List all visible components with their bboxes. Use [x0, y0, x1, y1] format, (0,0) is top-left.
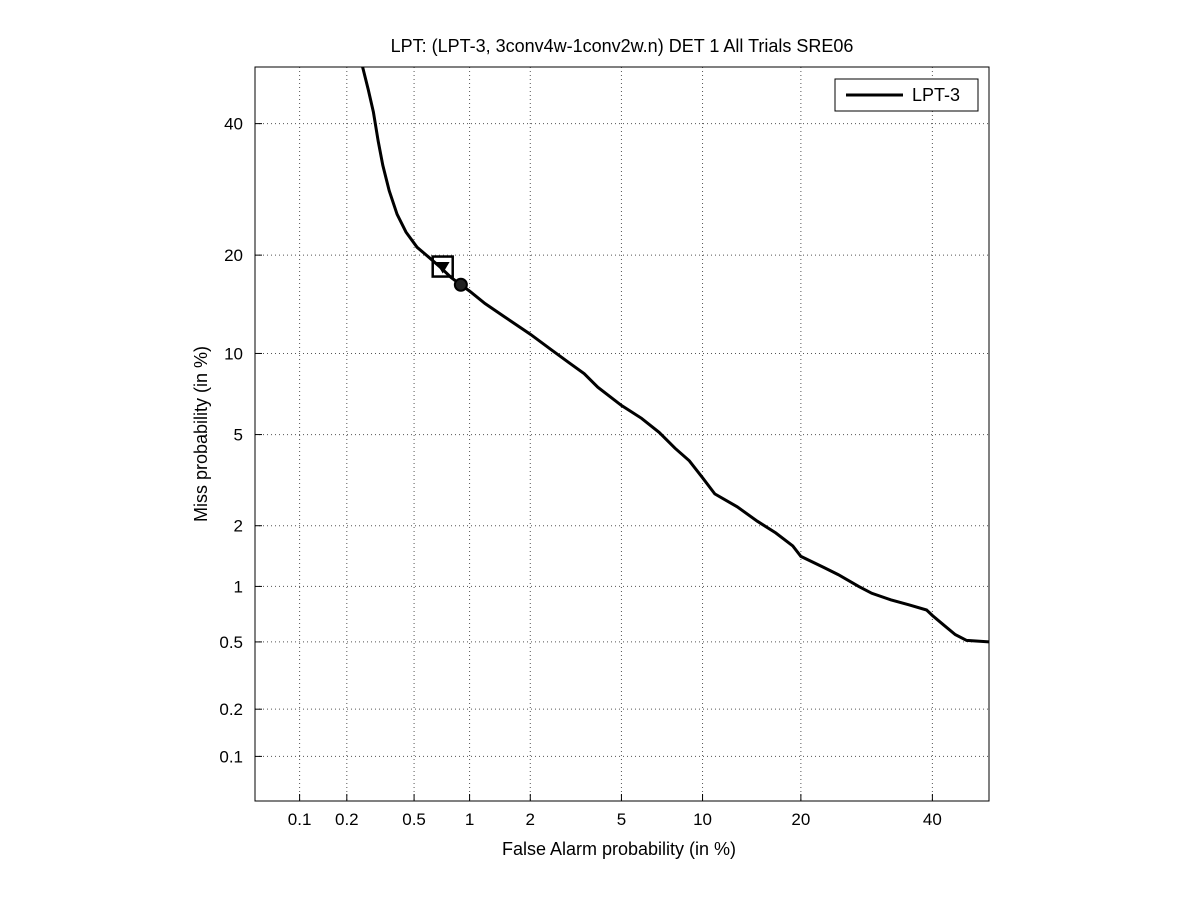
x-tick-label: 5	[617, 810, 626, 829]
x-tick-label: 0.5	[402, 810, 426, 829]
y-tick-label: 20	[224, 246, 243, 265]
x-axis-title: False Alarm probability (in %)	[502, 839, 736, 859]
chart-title: LPT: (LPT-3, 3conv4w-1conv2w.n) DET 1 Al…	[391, 36, 854, 56]
legend: LPT-3	[834, 78, 979, 112]
x-tick-label: 10	[693, 810, 712, 829]
marker-circle	[453, 277, 468, 292]
plot-background	[255, 67, 989, 801]
x-tick-label: 0.2	[335, 810, 359, 829]
y-tick-label: 0.2	[219, 700, 243, 719]
x-tick-label: 1	[465, 810, 474, 829]
series-line-lpt-3	[361, 66, 990, 644]
markers	[431, 255, 468, 292]
y-tick-label: 0.1	[219, 747, 243, 766]
y-tick-label: 10	[224, 344, 243, 363]
tick-labels: 0.1 0.2 0.5 1 2 5 10 20 40 0.1 0.2 0.5 1 2 5 10 20 40	[219, 115, 941, 829]
series-layer	[361, 66, 990, 644]
grid	[255, 67, 989, 801]
legend-label-lpt-3: LPT-3	[912, 85, 960, 105]
y-tick-label: 40	[224, 115, 243, 134]
x-tick-label: 40	[923, 810, 942, 829]
y-tick-label: 2	[234, 517, 243, 536]
y-tick-label: 5	[234, 426, 243, 445]
y-tick-label: 0.5	[219, 633, 243, 652]
x-tick-label: 2	[526, 810, 535, 829]
y-tick-label: 1	[234, 577, 243, 596]
plot-frame	[254, 66, 990, 802]
marker-square	[431, 255, 454, 278]
x-tick-label: 0.1	[288, 810, 312, 829]
y-axis-title: Miss probability (in %)	[191, 346, 211, 522]
x-tick-label: 20	[791, 810, 810, 829]
marker-triangle-down	[435, 262, 450, 274]
